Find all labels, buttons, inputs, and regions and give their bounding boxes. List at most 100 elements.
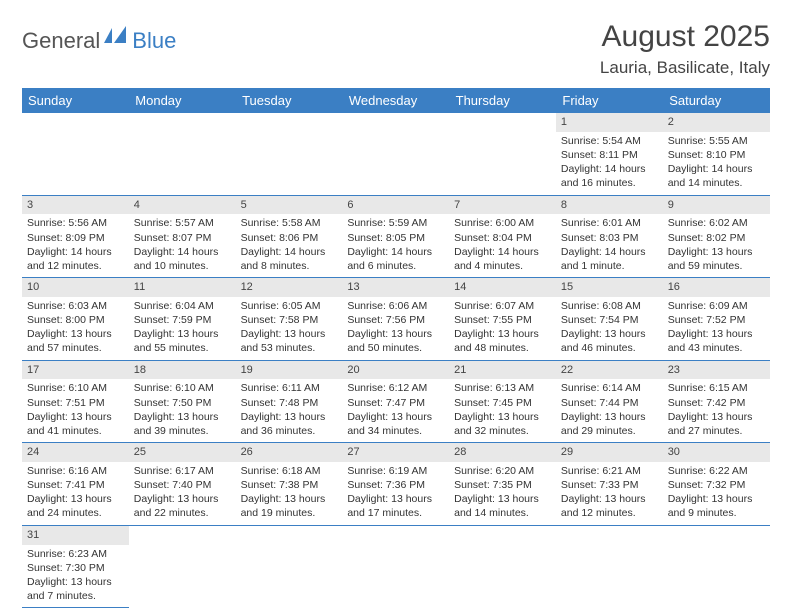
sunrise: Sunrise: 5:54 AM	[561, 134, 658, 148]
calendar-empty	[556, 525, 663, 608]
day-content: Sunrise: 6:15 AMSunset: 7:42 PMDaylight:…	[663, 379, 770, 442]
daylight: Daylight: 13 hours and 48 minutes.	[454, 327, 551, 355]
daylight: Daylight: 13 hours and 9 minutes.	[668, 492, 765, 520]
day-content: Sunrise: 6:21 AMSunset: 7:33 PMDaylight:…	[556, 462, 663, 525]
day-content: Sunrise: 6:13 AMSunset: 7:45 PMDaylight:…	[449, 379, 556, 442]
sunset: Sunset: 7:40 PM	[134, 478, 231, 492]
day-content: Sunrise: 6:00 AMSunset: 8:04 PMDaylight:…	[449, 214, 556, 277]
calendar-day: 3Sunrise: 5:56 AMSunset: 8:09 PMDaylight…	[22, 195, 129, 278]
logo: General Blue	[22, 26, 176, 55]
calendar-week: 3Sunrise: 5:56 AMSunset: 8:09 PMDaylight…	[22, 195, 770, 278]
daylight: Daylight: 13 hours and 29 minutes.	[561, 410, 658, 438]
day-number: 29	[556, 443, 663, 462]
day-content: Sunrise: 6:20 AMSunset: 7:35 PMDaylight:…	[449, 462, 556, 525]
day-content: Sunrise: 5:59 AMSunset: 8:05 PMDaylight:…	[342, 214, 449, 277]
daylight: Daylight: 14 hours and 8 minutes.	[241, 245, 338, 273]
day-content: Sunrise: 6:07 AMSunset: 7:55 PMDaylight:…	[449, 297, 556, 360]
day-number: 25	[129, 443, 236, 462]
calendar-day: 15Sunrise: 6:08 AMSunset: 7:54 PMDayligh…	[556, 278, 663, 361]
daylight: Daylight: 13 hours and 46 minutes.	[561, 327, 658, 355]
calendar-day: 27Sunrise: 6:19 AMSunset: 7:36 PMDayligh…	[342, 443, 449, 526]
calendar-day: 19Sunrise: 6:11 AMSunset: 7:48 PMDayligh…	[236, 360, 343, 443]
day-content: Sunrise: 6:06 AMSunset: 7:56 PMDaylight:…	[342, 297, 449, 360]
sunset: Sunset: 8:11 PM	[561, 148, 658, 162]
header: General Blue August 2025 Lauria, Basilic…	[22, 20, 770, 78]
sunset: Sunset: 7:52 PM	[668, 313, 765, 327]
day-number: 26	[236, 443, 343, 462]
calendar-empty	[342, 113, 449, 195]
sunrise: Sunrise: 5:57 AM	[134, 216, 231, 230]
day-content: Sunrise: 5:55 AMSunset: 8:10 PMDaylight:…	[663, 132, 770, 195]
sunset: Sunset: 7:48 PM	[241, 396, 338, 410]
sunrise: Sunrise: 6:21 AM	[561, 464, 658, 478]
sunset: Sunset: 7:44 PM	[561, 396, 658, 410]
sunrise: Sunrise: 6:23 AM	[27, 547, 124, 561]
sunset: Sunset: 7:32 PM	[668, 478, 765, 492]
day-content: Sunrise: 6:03 AMSunset: 8:00 PMDaylight:…	[22, 297, 129, 360]
daylight: Daylight: 14 hours and 12 minutes.	[27, 245, 124, 273]
calendar-day: 29Sunrise: 6:21 AMSunset: 7:33 PMDayligh…	[556, 443, 663, 526]
day-number: 17	[22, 361, 129, 380]
calendar-empty	[129, 525, 236, 608]
daylight: Daylight: 14 hours and 16 minutes.	[561, 162, 658, 190]
month-title: August 2025	[600, 20, 770, 54]
day-number: 5	[236, 196, 343, 215]
daylight: Daylight: 13 hours and 50 minutes.	[347, 327, 444, 355]
day-header: Thursday	[449, 88, 556, 113]
calendar-week: 1Sunrise: 5:54 AMSunset: 8:11 PMDaylight…	[22, 113, 770, 195]
calendar-day: 6Sunrise: 5:59 AMSunset: 8:05 PMDaylight…	[342, 195, 449, 278]
sunset: Sunset: 8:09 PM	[27, 231, 124, 245]
sunset: Sunset: 7:42 PM	[668, 396, 765, 410]
day-number: 7	[449, 196, 556, 215]
sunset: Sunset: 7:56 PM	[347, 313, 444, 327]
calendar-empty	[449, 113, 556, 195]
sunset: Sunset: 7:58 PM	[241, 313, 338, 327]
sunset: Sunset: 7:59 PM	[134, 313, 231, 327]
daylight: Daylight: 13 hours and 17 minutes.	[347, 492, 444, 520]
sunset: Sunset: 7:47 PM	[347, 396, 444, 410]
sunrise: Sunrise: 6:10 AM	[134, 381, 231, 395]
daylight: Daylight: 14 hours and 4 minutes.	[454, 245, 551, 273]
sunrise: Sunrise: 5:58 AM	[241, 216, 338, 230]
daylight: Daylight: 14 hours and 14 minutes.	[668, 162, 765, 190]
sunset: Sunset: 8:07 PM	[134, 231, 231, 245]
sunrise: Sunrise: 6:16 AM	[27, 464, 124, 478]
day-number: 10	[22, 278, 129, 297]
day-content: Sunrise: 6:10 AMSunset: 7:50 PMDaylight:…	[129, 379, 236, 442]
sunrise: Sunrise: 6:07 AM	[454, 299, 551, 313]
day-number: 16	[663, 278, 770, 297]
day-number: 14	[449, 278, 556, 297]
daylight: Daylight: 13 hours and 55 minutes.	[134, 327, 231, 355]
calendar-day: 5Sunrise: 5:58 AMSunset: 8:06 PMDaylight…	[236, 195, 343, 278]
day-content: Sunrise: 6:16 AMSunset: 7:41 PMDaylight:…	[22, 462, 129, 525]
day-number: 11	[129, 278, 236, 297]
sunset: Sunset: 8:00 PM	[27, 313, 124, 327]
day-number: 28	[449, 443, 556, 462]
sunset: Sunset: 7:51 PM	[27, 396, 124, 410]
day-number: 1	[556, 113, 663, 132]
calendar-empty	[129, 113, 236, 195]
calendar-day: 22Sunrise: 6:14 AMSunset: 7:44 PMDayligh…	[556, 360, 663, 443]
sunrise: Sunrise: 6:05 AM	[241, 299, 338, 313]
sunrise: Sunrise: 6:03 AM	[27, 299, 124, 313]
calendar-empty	[236, 525, 343, 608]
day-header-row: SundayMondayTuesdayWednesdayThursdayFrid…	[22, 88, 770, 113]
calendar-day: 10Sunrise: 6:03 AMSunset: 8:00 PMDayligh…	[22, 278, 129, 361]
sunset: Sunset: 7:36 PM	[347, 478, 444, 492]
daylight: Daylight: 14 hours and 6 minutes.	[347, 245, 444, 273]
day-header: Monday	[129, 88, 236, 113]
calendar-day: 23Sunrise: 6:15 AMSunset: 7:42 PMDayligh…	[663, 360, 770, 443]
day-number: 6	[342, 196, 449, 215]
daylight: Daylight: 13 hours and 57 minutes.	[27, 327, 124, 355]
daylight: Daylight: 13 hours and 12 minutes.	[561, 492, 658, 520]
day-content: Sunrise: 6:12 AMSunset: 7:47 PMDaylight:…	[342, 379, 449, 442]
day-number: 12	[236, 278, 343, 297]
calendar-empty	[663, 525, 770, 608]
sunrise: Sunrise: 6:15 AM	[668, 381, 765, 395]
day-content: Sunrise: 6:01 AMSunset: 8:03 PMDaylight:…	[556, 214, 663, 277]
day-content: Sunrise: 6:09 AMSunset: 7:52 PMDaylight:…	[663, 297, 770, 360]
day-content: Sunrise: 5:58 AMSunset: 8:06 PMDaylight:…	[236, 214, 343, 277]
sunrise: Sunrise: 6:04 AM	[134, 299, 231, 313]
sunset: Sunset: 8:03 PM	[561, 231, 658, 245]
calendar-day: 12Sunrise: 6:05 AMSunset: 7:58 PMDayligh…	[236, 278, 343, 361]
